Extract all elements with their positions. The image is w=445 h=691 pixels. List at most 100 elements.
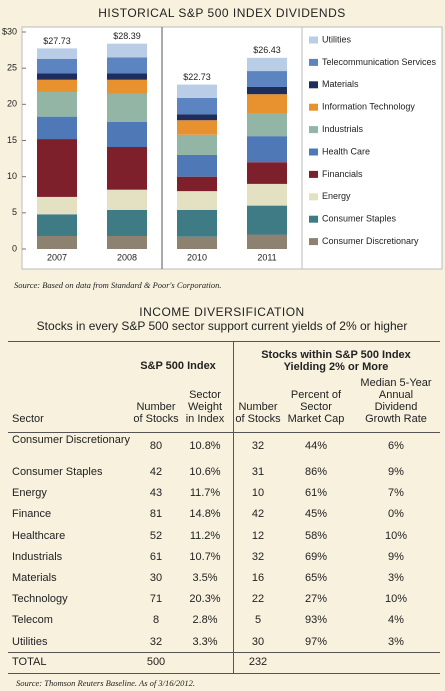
bar-segment (247, 205, 287, 235)
y-tick-label: $30 (2, 26, 17, 36)
legend-swatch (309, 81, 318, 89)
chart-source: Source: Based on data from Standard & Po… (14, 280, 221, 290)
table-cell: 9% (388, 550, 404, 563)
section-subtitle: Stocks in every S&P 500 sector support c… (36, 319, 408, 333)
bar-segment (37, 58, 77, 74)
table-source: Source: Thomson Reuters Baseline. As of … (16, 678, 195, 688)
table-cell: 4% (388, 614, 404, 627)
column-header: Number of Stocks (235, 401, 281, 425)
table-cell: 42 (149, 466, 163, 478)
bar-segment (247, 162, 287, 184)
legend-swatch (309, 170, 318, 178)
bar-segment (107, 209, 147, 236)
bar-segment (177, 134, 217, 155)
table-cell: 2.8% (192, 614, 218, 627)
table-cell: 3.3% (192, 635, 218, 648)
legend-label: Utilities (322, 34, 352, 44)
table-cell: 7% (388, 487, 404, 500)
table-cell: 32 (251, 550, 265, 563)
total-label: TOTAL (12, 656, 47, 668)
table-cell: 42 (251, 508, 265, 521)
table-cell: 20.3% (189, 593, 221, 606)
column-header: Sector (12, 413, 44, 425)
total-cell: 500 (146, 656, 166, 668)
legend-swatch (309, 103, 318, 111)
chart-title: HISTORICAL S&P 500 INDEX DIVIDENDS (98, 6, 346, 20)
bar-segment (177, 209, 217, 237)
table-cell: 5 (254, 614, 262, 627)
table-cell: 43 (149, 487, 163, 500)
bar-segment (177, 191, 217, 210)
table-cell: 10% (384, 529, 408, 542)
total-label: $22.73 (183, 72, 211, 82)
bar-segment (177, 154, 217, 177)
table-cell: 30 (149, 572, 163, 584)
total-label: $27.73 (43, 36, 71, 46)
table-cell: 30 (251, 635, 265, 648)
x-tick-label: 2007 (47, 252, 67, 262)
table-cell: 61 (149, 550, 163, 563)
bar-segment (177, 114, 217, 121)
legend-swatch (309, 36, 318, 44)
table-cell: 65% (304, 572, 328, 584)
table-cell: 44% (304, 440, 328, 452)
y-tick-label: 5 (12, 207, 17, 217)
table-cell: Telecom (12, 614, 53, 627)
table-cell: 16 (251, 572, 265, 584)
bar-segment (247, 71, 287, 87)
bar-segment (107, 121, 147, 148)
table-cell: 27% (304, 593, 328, 606)
total-label: $28.39 (113, 31, 141, 41)
rule (8, 673, 440, 674)
table-cell: Technology (12, 593, 68, 606)
table-cell: Consumer Discretionary (12, 434, 130, 446)
bar-segment (247, 136, 287, 163)
y-tick-label: 0 (12, 243, 17, 253)
table-cell: 3% (388, 572, 404, 584)
legend-swatch (309, 193, 318, 201)
bar-segment (107, 43, 147, 58)
table-cell: 80 (149, 440, 163, 452)
legend-label: Materials (322, 79, 359, 89)
table-cell: 45% (304, 508, 328, 521)
bar-segment (37, 214, 77, 236)
table-cell: 12 (251, 529, 265, 542)
y-tick-label: 25 (7, 63, 17, 73)
legend-label: Telecommunication Services (322, 57, 437, 67)
legend-swatch (309, 58, 318, 66)
bar-segment (247, 113, 287, 137)
table-cell: 8 (152, 614, 160, 627)
total-label: $26.43 (253, 45, 281, 55)
bar-segment (247, 183, 287, 206)
table-cell: Finance (12, 508, 52, 521)
x-tick-label: 2008 (117, 252, 137, 262)
x-tick-label: 2011 (257, 252, 276, 262)
legend-label: Financials (322, 169, 363, 179)
table-cell: Consumer Staples (12, 466, 103, 478)
table-cell: 22 (251, 593, 265, 606)
table-cell: 71 (149, 593, 163, 606)
bar-segment (247, 86, 287, 95)
bar-segment (37, 73, 77, 80)
bar-segment (107, 93, 147, 122)
bar-segment (107, 79, 147, 94)
y-tick-label: 10 (7, 171, 17, 181)
column-header: Median 5-Year Annual Dividend Growth Rat… (360, 377, 432, 425)
legend-label: Consumer Staples (322, 214, 397, 224)
table-cell: 10.6% (189, 466, 221, 478)
legend-label: Consumer Discretionary (322, 236, 419, 246)
legend-label: Health Care (322, 146, 370, 156)
table-cell: Industrials (12, 550, 63, 563)
group-header: Stocks within S&P 500 Index Yielding 2% … (261, 349, 411, 373)
bar-segment (247, 94, 287, 114)
chart-panel (21, 26, 443, 270)
table-cell: 93% (304, 614, 328, 627)
legend-label: Information Technology (322, 102, 415, 112)
table-cell: Materials (12, 572, 57, 584)
bar-segment (107, 147, 147, 190)
bar-segment (107, 73, 147, 80)
column-header: Sector Weight in Index (185, 389, 225, 425)
table-cell: 10% (384, 593, 408, 606)
table-cell: 6% (388, 440, 404, 452)
